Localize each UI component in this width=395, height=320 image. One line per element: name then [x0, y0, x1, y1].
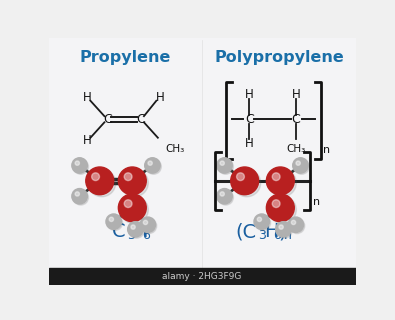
Text: H: H	[245, 88, 254, 101]
Text: CH₃: CH₃	[166, 144, 185, 154]
Circle shape	[131, 225, 135, 229]
Circle shape	[145, 158, 160, 173]
Circle shape	[272, 200, 280, 208]
Circle shape	[217, 158, 232, 173]
Text: C: C	[136, 113, 145, 126]
Circle shape	[140, 217, 156, 232]
Text: 3: 3	[258, 229, 266, 242]
Circle shape	[120, 196, 149, 224]
Text: n: n	[313, 197, 320, 207]
Text: H: H	[156, 91, 165, 104]
Circle shape	[143, 220, 148, 225]
Circle shape	[146, 159, 162, 174]
Text: H: H	[133, 222, 148, 241]
Circle shape	[237, 173, 245, 180]
Text: n: n	[284, 229, 292, 242]
Circle shape	[279, 225, 283, 229]
Circle shape	[292, 220, 296, 225]
Circle shape	[75, 161, 79, 165]
Text: Propylene: Propylene	[80, 50, 171, 65]
Circle shape	[118, 194, 146, 222]
Circle shape	[266, 167, 294, 195]
Circle shape	[107, 215, 122, 230]
Circle shape	[106, 214, 121, 229]
Text: 6: 6	[273, 229, 281, 242]
Circle shape	[118, 167, 146, 195]
Circle shape	[289, 218, 305, 234]
Circle shape	[254, 214, 269, 229]
Text: H: H	[83, 134, 92, 147]
Circle shape	[109, 217, 113, 221]
Bar	[49, 268, 356, 285]
Circle shape	[217, 188, 232, 204]
Circle shape	[72, 188, 87, 204]
Text: Polypropylene: Polypropylene	[214, 50, 344, 65]
Circle shape	[220, 192, 224, 196]
Circle shape	[220, 161, 224, 165]
Text: 6: 6	[142, 229, 150, 242]
Circle shape	[218, 190, 233, 205]
Text: n: n	[323, 145, 330, 155]
Circle shape	[294, 159, 309, 174]
Circle shape	[92, 173, 100, 180]
Circle shape	[75, 192, 79, 196]
Circle shape	[266, 194, 294, 222]
Text: alamy · 2HG3F9G: alamy · 2HG3F9G	[162, 272, 242, 281]
Text: C: C	[103, 113, 112, 126]
Text: 3: 3	[127, 229, 135, 242]
Text: H: H	[83, 91, 92, 104]
Circle shape	[129, 223, 144, 238]
Text: C: C	[245, 113, 254, 126]
Circle shape	[276, 222, 291, 237]
Text: C: C	[112, 222, 125, 241]
Circle shape	[124, 173, 132, 180]
Circle shape	[141, 218, 157, 234]
Circle shape	[296, 161, 300, 165]
Text: ): )	[278, 222, 286, 241]
Circle shape	[72, 158, 87, 173]
Circle shape	[293, 158, 308, 173]
Circle shape	[288, 217, 304, 232]
Circle shape	[255, 215, 271, 230]
Circle shape	[277, 223, 292, 238]
Circle shape	[128, 222, 143, 237]
Circle shape	[272, 173, 280, 180]
FancyBboxPatch shape	[49, 38, 356, 285]
Circle shape	[120, 169, 149, 197]
Text: (C: (C	[235, 222, 256, 241]
Circle shape	[124, 200, 132, 208]
Circle shape	[218, 159, 233, 174]
Circle shape	[73, 159, 88, 174]
Circle shape	[148, 161, 152, 165]
Circle shape	[86, 167, 114, 195]
Circle shape	[257, 217, 261, 221]
Circle shape	[269, 196, 296, 224]
Text: C: C	[292, 113, 300, 126]
Circle shape	[88, 169, 116, 197]
Circle shape	[269, 169, 296, 197]
Text: H: H	[264, 222, 278, 241]
Circle shape	[231, 167, 259, 195]
Text: H: H	[292, 88, 300, 101]
Text: H: H	[245, 137, 254, 150]
Text: CH₃: CH₃	[286, 144, 305, 154]
Circle shape	[73, 190, 88, 205]
Circle shape	[233, 169, 261, 197]
